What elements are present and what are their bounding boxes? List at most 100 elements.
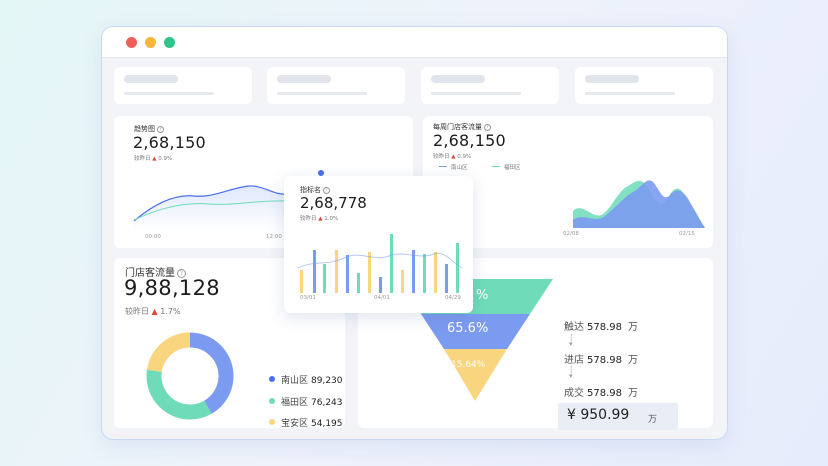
bar [346,255,349,293]
weekly-area-chart [573,180,705,228]
legend-dot [269,419,275,425]
bar [379,277,382,293]
help-icon[interactable]: ? [484,124,491,131]
bar [423,254,426,293]
help-icon[interactable]: ? [157,126,164,133]
placeholder-line [124,92,214,95]
legend-name: 福田区 [281,398,309,408]
weekly-legend-item: 福田区 [504,165,521,171]
funnel-step-deal: 成交 578.98 万 [564,384,638,399]
bar [456,243,459,293]
bar [357,273,360,293]
trend-area [134,185,289,230]
bar [434,252,437,293]
funnel-stage-1-percent: % [476,288,489,303]
up-arrow-icon: ▲ [151,307,158,316]
bar [335,250,338,293]
minimize-window-button[interactable] [145,37,156,48]
weekly-x-label: 02/15 [679,231,695,237]
funnel-step-label: 进店 [564,355,584,366]
funnel-step-reach: 触达 578.98 万 [564,318,638,333]
trend-line-chart [133,170,324,230]
funnel-stage-3-percent: 15.64% [451,360,486,370]
bar [445,264,448,293]
funnel-step-unit: 万 [628,355,638,366]
weekly-area-blue [573,180,705,228]
popup-value: 2,68,778 [300,194,367,212]
store-donut-chart [146,332,234,420]
funnel-total-unit: 万 [648,415,658,425]
arrow-down-icon: ┆ ▾ [569,334,574,348]
bar [323,264,326,293]
dashboard-window: 趋势图? 2,68,150 较昨日 ▲ 0.9% 00:00 12:00 每周门… [101,26,728,440]
close-window-button[interactable] [126,37,137,48]
trend-card-title: 趋势图 [134,125,155,133]
weekly-compare-value: 0.9% [457,154,472,160]
bar [368,252,371,293]
legend-name: 南山区 [281,376,309,386]
maximize-window-button[interactable] [164,37,175,48]
funnel-stage-3 [444,349,507,401]
legend-line-green [492,165,500,167]
legend-name: 宝安区 [281,419,309,429]
store-compare-label: 较昨日 [125,307,149,316]
placeholder-line [431,75,485,83]
legend-item-futian: 福田区 76,243 [269,395,343,408]
legend-dot [269,376,275,382]
store-card-value: 9,88,128 [124,276,220,300]
funnel-stage-2-percent: 65.6% [447,321,489,336]
donut-slice-futian [146,332,234,420]
funnel-step-unit: 万 [628,388,638,399]
trend-x-label: 12:00 [266,234,282,240]
placeholder-line [585,92,675,95]
help-icon[interactable]: ? [323,187,330,194]
legend-value: 89,230 [311,376,343,386]
funnel-step-label: 触达 [564,322,584,333]
weekly-card-title: 每周门店客流量 [433,123,482,131]
weekly-compare-label: 较昨日 [433,154,450,160]
funnel-step-enter: 进店 578.98 万 [564,351,638,366]
legend-line-blue [439,165,447,167]
trend-compare-value: 0.9% [158,156,173,162]
bar [313,250,316,293]
placeholder-line [277,75,331,83]
help-icon[interactable]: ? [177,269,186,278]
weekly-x-label: 02/08 [563,231,579,237]
legend-value: 76,243 [311,398,343,408]
donut-slice-baoan [146,332,234,420]
legend-item-nanshan: 南山区 89,230 [269,373,343,386]
arrow-down-icon: ┆ ▾ [569,366,574,380]
legend-item-baoan: 宝安区 54,195 [269,416,343,429]
funnel-step-label: 成交 [564,388,584,399]
popup-x-label: 03/01 [300,295,316,301]
up-arrow-icon: ▲ [152,156,157,162]
popup-compare-label: 较昨日 [300,216,317,222]
trend-x-label: 00:00 [145,234,161,240]
bar [300,270,303,293]
window-titlebar [102,27,727,58]
placeholder-card [267,67,405,104]
trend-line-green [133,200,290,221]
placeholder-line [585,75,639,83]
bar [401,270,404,293]
placeholder-card [421,67,559,104]
bar [412,250,415,293]
legend-dot [269,398,275,404]
funnel-total-value: ¥ 950.99 [567,407,630,423]
funnel-total-box: ¥ 950.99 万 [558,403,678,430]
popup-compare-value: 1.0% [324,216,339,222]
up-arrow-icon: ▲ [451,154,456,160]
popup-x-label: 04/29 [445,295,461,301]
store-compare-value: 1.7% [160,307,181,316]
popup-title: 指标名 [300,186,321,194]
weekly-card-value: 2,68,150 [433,131,506,150]
metric-popup-card[interactable]: 指标名? 2,68,778 较昨日 ▲ 1.0% 03/01 04/01 04/… [284,176,473,313]
bar [390,234,393,293]
trend-point-marker [318,170,324,176]
placeholder-line [431,92,521,95]
weekly-legend-item: 南山区 [451,165,468,171]
funnel-step-value: 578.98 [587,388,622,399]
placeholder-line [277,92,367,95]
up-arrow-icon: ▲ [318,216,323,222]
placeholder-line [124,75,178,83]
